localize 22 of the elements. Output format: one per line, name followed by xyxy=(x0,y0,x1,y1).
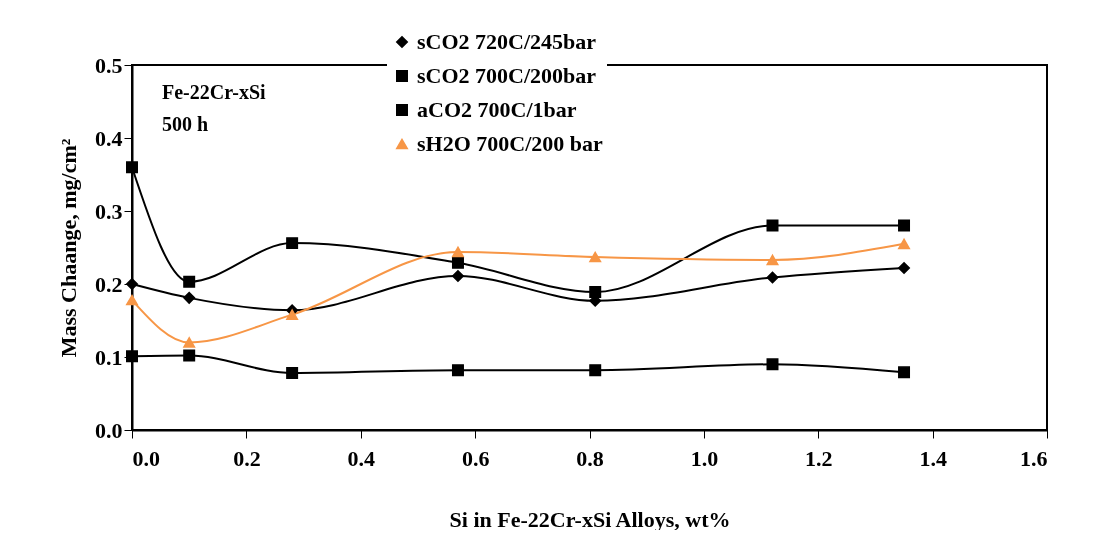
y-tick-label: 0.5 xyxy=(95,52,123,78)
x-tick-label: 0.0 xyxy=(132,445,160,471)
annotation: 500 h xyxy=(162,113,209,135)
legend-label: aCO2 700C/1bar xyxy=(417,97,577,122)
x-tick-label: 1.2 xyxy=(805,445,833,471)
y-tick-label: 0.2 xyxy=(95,271,123,297)
annotation: Fe-22Cr-xSi xyxy=(162,81,267,103)
x-tick-label: 1.4 xyxy=(919,445,947,471)
x-tick-label: 0.6 xyxy=(461,445,490,471)
legend-label: sH2O 700C/200 bar xyxy=(417,131,604,156)
x-tick-label: 0.2 xyxy=(233,445,261,471)
legend-label: sCO2 720C/245bar xyxy=(417,29,597,54)
y-tick-label: 0.1 xyxy=(95,344,123,370)
x-tick-label: 0.4 xyxy=(347,445,375,471)
y-tick-label: 0.0 xyxy=(95,417,123,443)
y-tick-label: 0.4 xyxy=(95,125,123,151)
x-tick-label: 1.0 xyxy=(690,445,719,471)
legend-label: sCO2 700C/200bar xyxy=(417,63,597,88)
x-tick-label: 0.8 xyxy=(576,445,604,471)
y-tick-label: 0.3 xyxy=(95,198,123,224)
x-tick-label: 1.6 xyxy=(1020,445,1048,471)
y-axis-title: Mass Chaange, mg/cm² xyxy=(56,138,81,358)
